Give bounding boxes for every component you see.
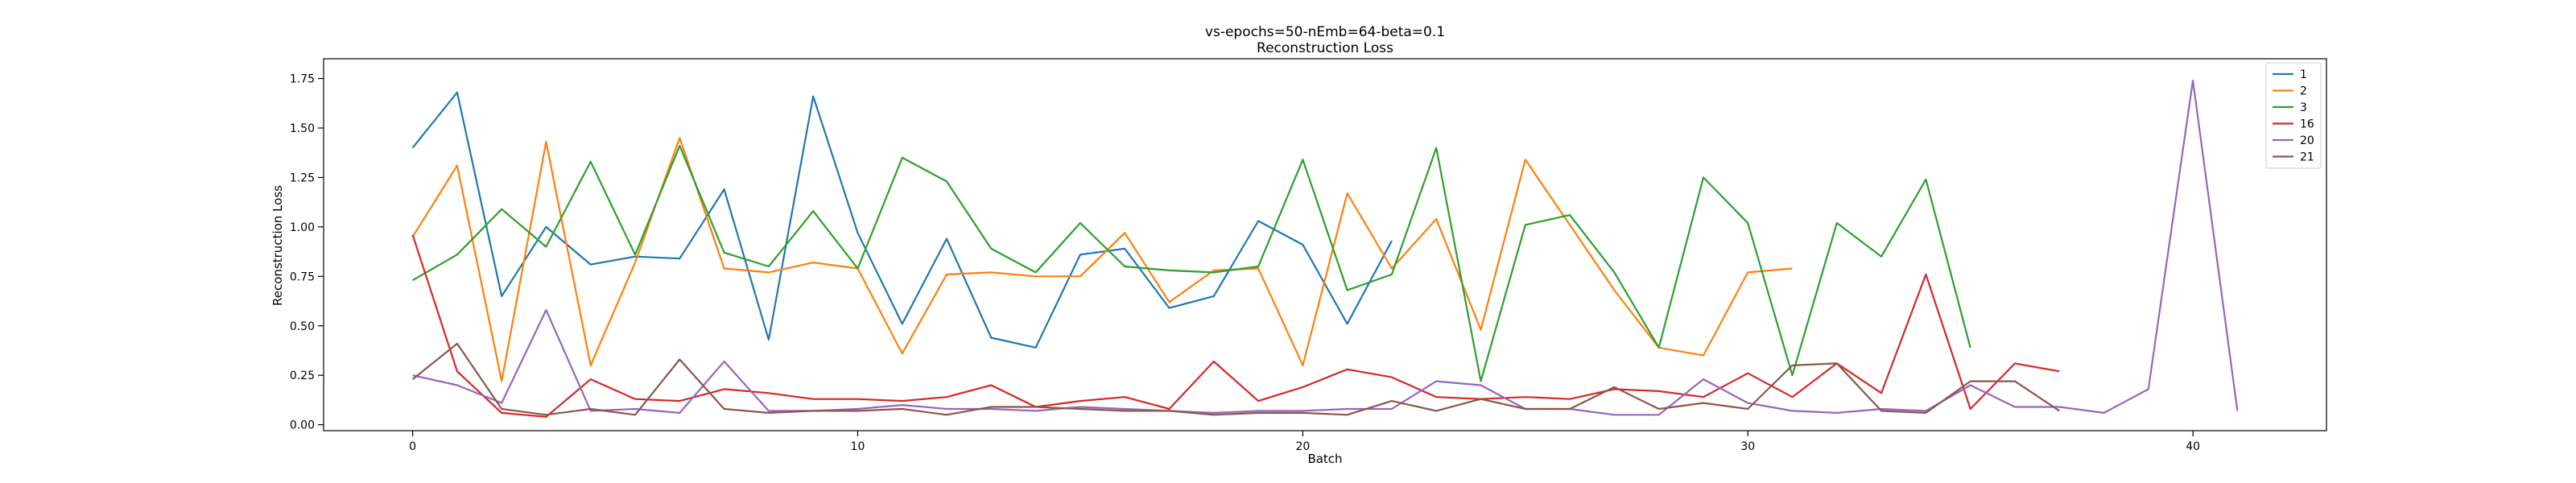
x-tick-label: 40 (2186, 440, 2200, 453)
y-tick-label: 1.00 (290, 221, 315, 234)
x-tick-label: 10 (851, 440, 865, 453)
y-tick-label: 1.50 (290, 122, 315, 135)
legend-label-20: 20 (2300, 134, 2314, 147)
chart-subtitle: Reconstruction Loss (1257, 40, 1393, 56)
legend-label-1: 1 (2300, 68, 2307, 81)
legend-box (2265, 62, 2322, 169)
legend-label-21: 21 (2300, 151, 2314, 164)
y-tick-label: 0.00 (290, 419, 315, 432)
chart-title: vs-epochs=50-nEmb=64-beta=0.1 (1205, 24, 1445, 40)
series-line-16 (411, 234, 2060, 418)
x-tick-label: 30 (1740, 440, 1755, 453)
legend-label-3: 3 (2300, 101, 2307, 114)
y-tick-label: 0.25 (290, 369, 315, 382)
y-tick-label: 0.50 (290, 320, 315, 333)
series-layer (411, 79, 2239, 418)
y-tick-label: 0.75 (290, 270, 315, 283)
legend-label-2: 2 (2300, 85, 2307, 98)
plot-frame (323, 58, 2327, 431)
axes-layer: 0 10 20 30 40 0.00 0.25 0.50 0.75 1.00 1.25 1.50 1.7… (290, 58, 2327, 453)
x-tick-label: 0 (409, 440, 416, 453)
y-tick-label: 1.25 (290, 171, 315, 184)
series-line-3 (412, 145, 1971, 382)
y-axis-label: Reconstruction Loss (270, 185, 285, 306)
legend: 1 2 3 16 20 21 (2265, 62, 2322, 169)
y-tick-label: 1.75 (290, 73, 315, 86)
legend-label-16: 16 (2300, 118, 2314, 131)
series-line-2 (411, 137, 1793, 382)
x-axis-label: Batch (1307, 452, 1342, 466)
series-line-21 (411, 342, 2060, 416)
x-tick-label: 20 (1295, 440, 1310, 453)
